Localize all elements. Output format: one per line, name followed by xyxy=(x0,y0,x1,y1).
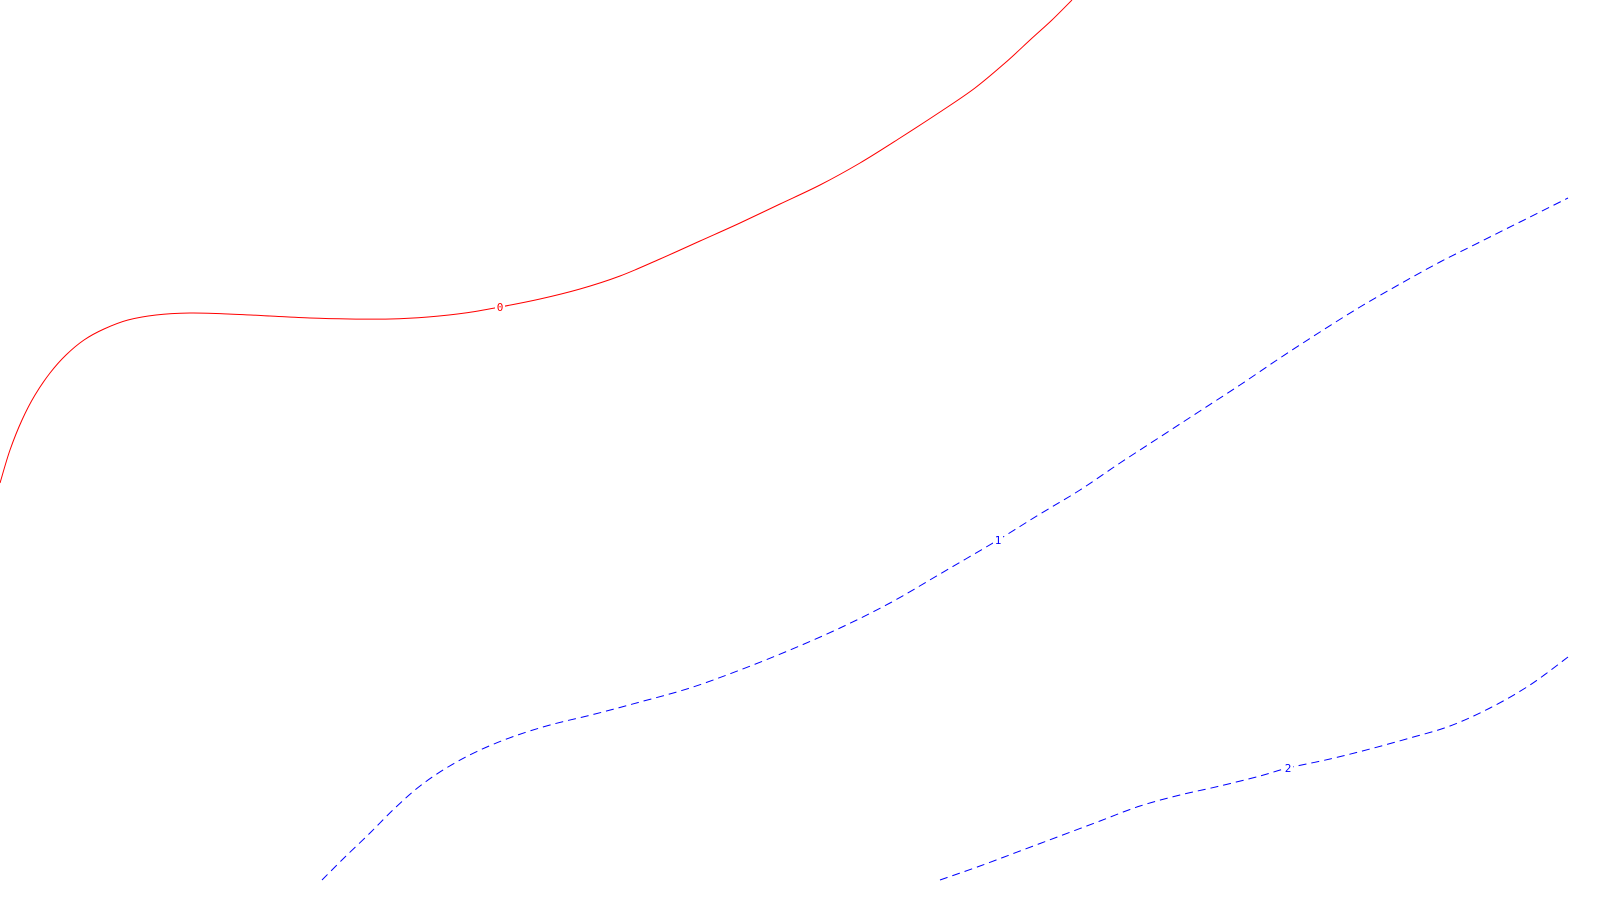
contour-line-level-2 xyxy=(939,656,1569,881)
contour-line-level-1 xyxy=(321,197,1569,881)
contour-label-background xyxy=(1283,761,1293,774)
contour-label-background xyxy=(495,300,505,313)
contour-label-level-0: 0 xyxy=(497,301,504,314)
contour-label-background xyxy=(993,533,1003,546)
contour-label-level-2: 2 xyxy=(1285,762,1292,775)
contour-label-level-1: 1 xyxy=(995,534,1002,547)
contour-line-level-0 xyxy=(0,0,1073,484)
contour-labels: 0 1 2 xyxy=(495,300,1293,775)
contour-lines xyxy=(0,0,1569,881)
